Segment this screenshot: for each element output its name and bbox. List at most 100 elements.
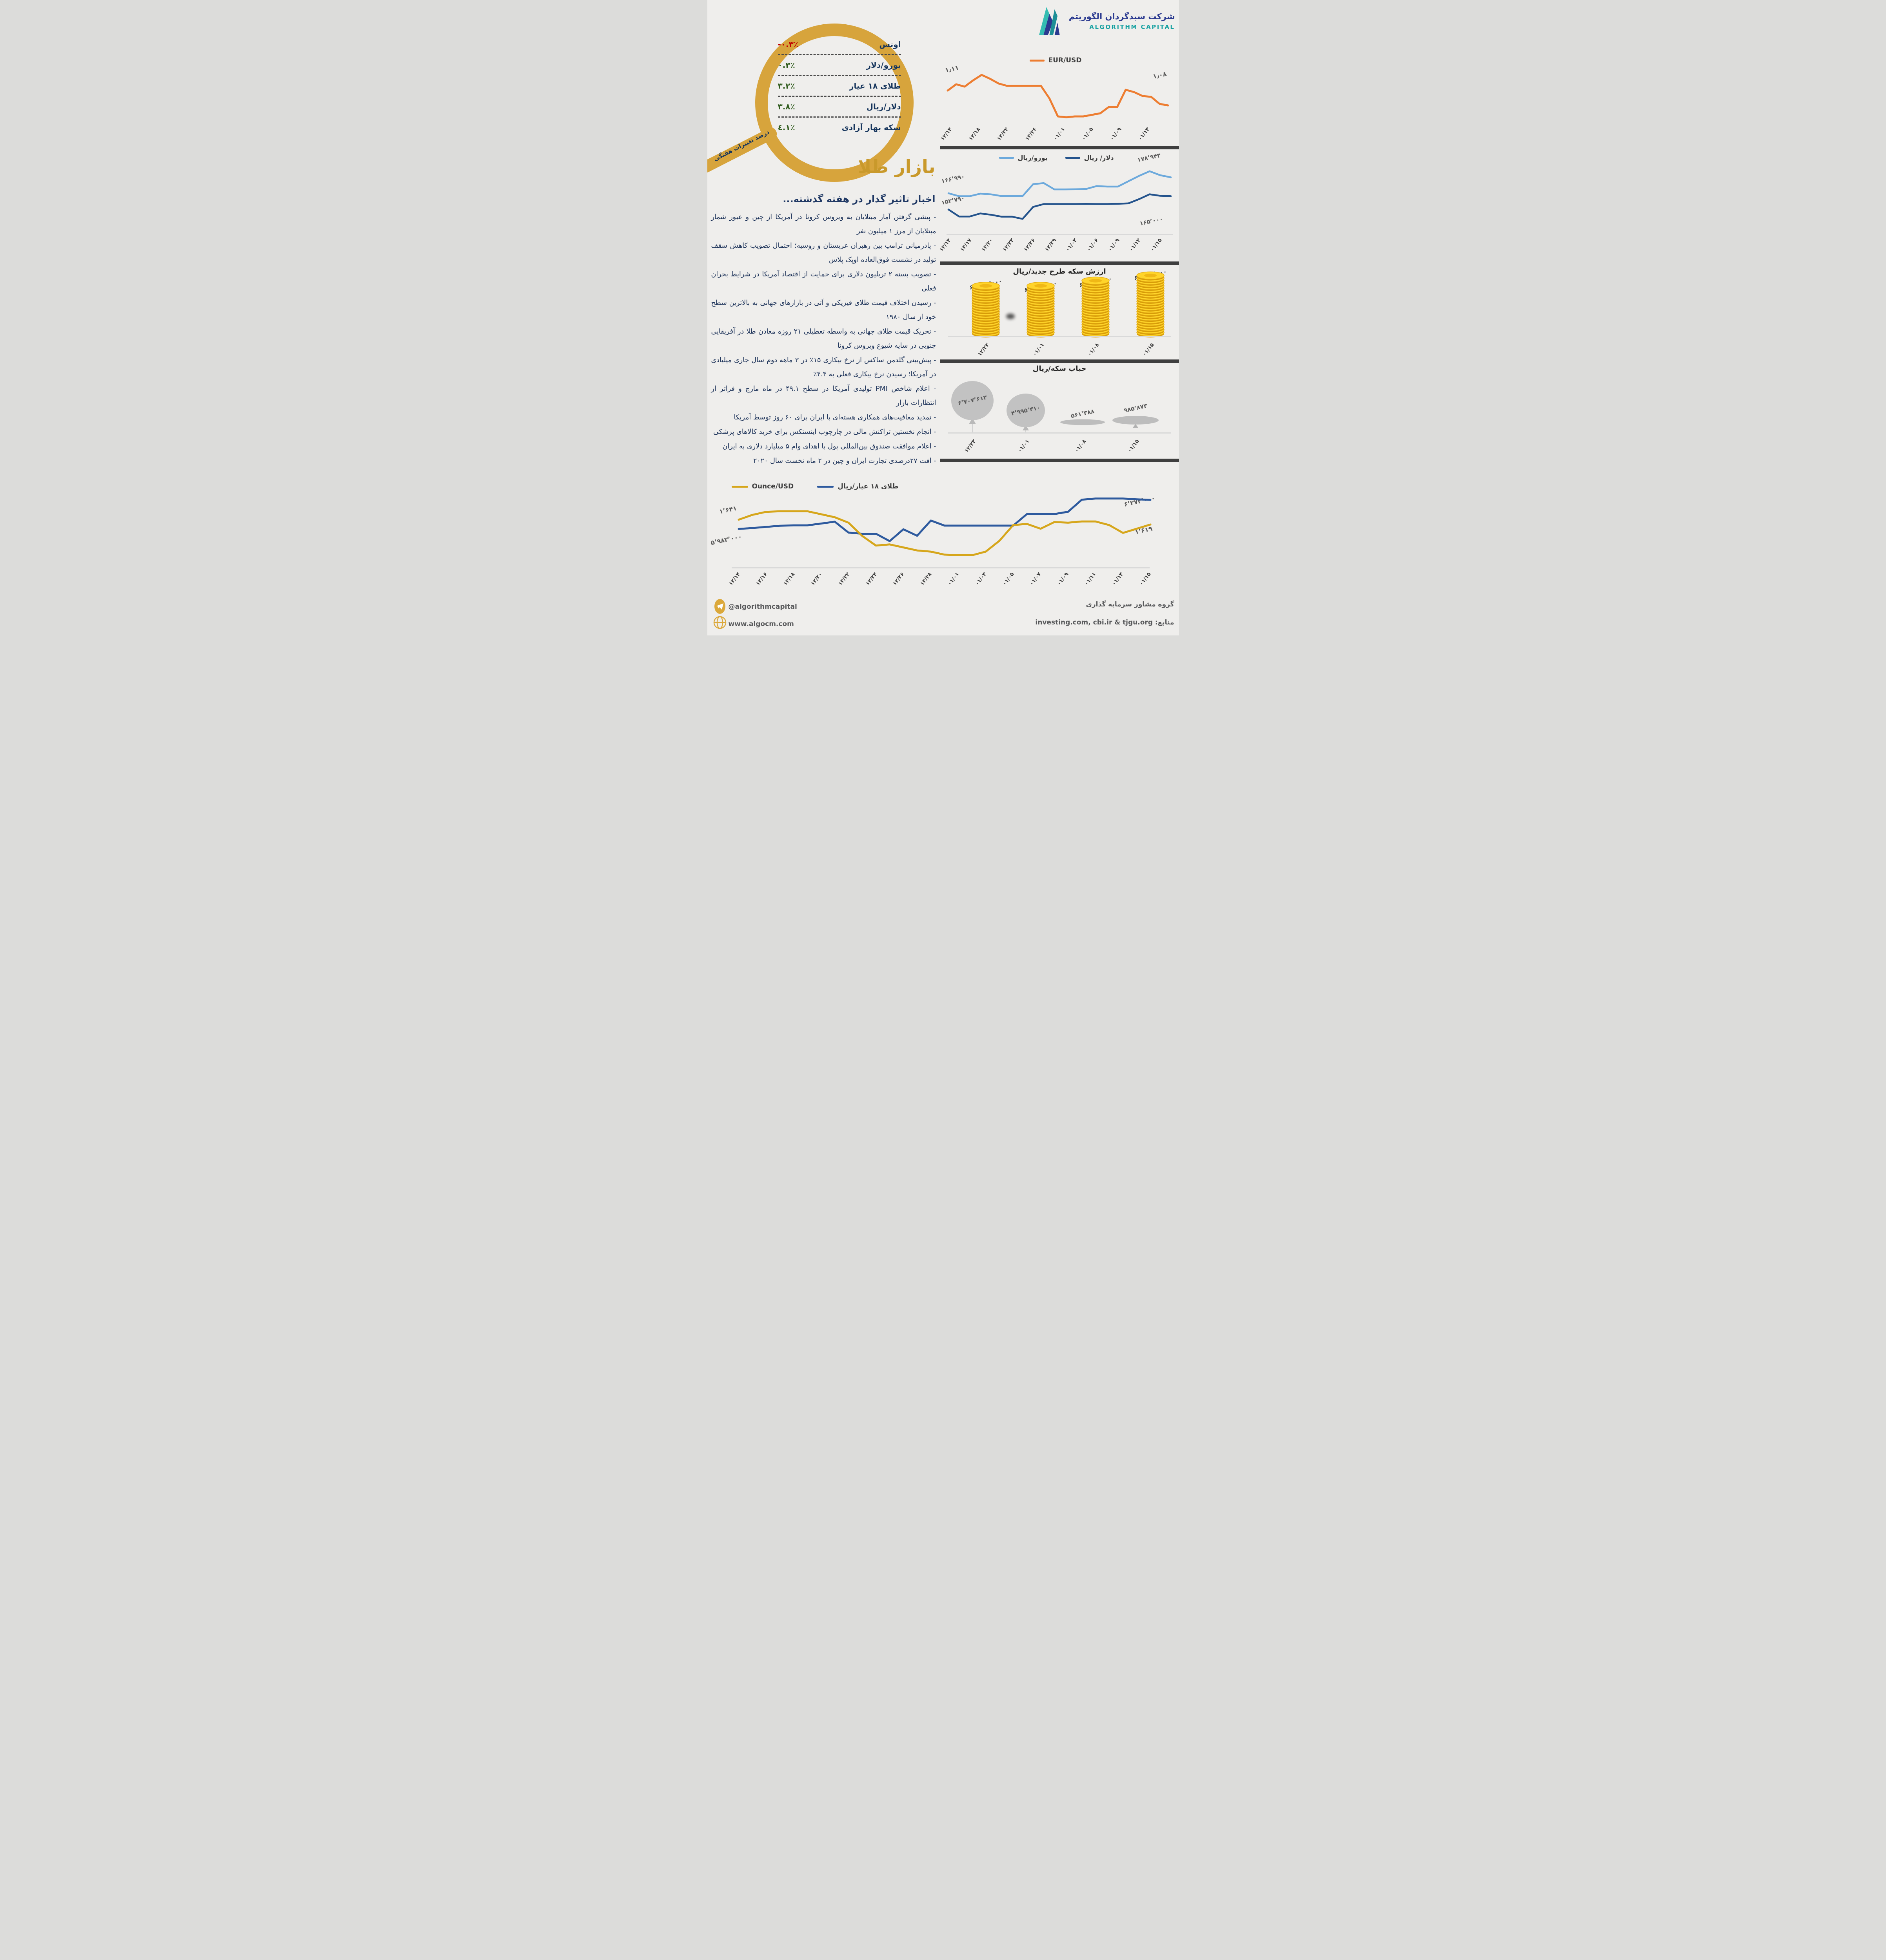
legend-swatch-darkblue bbox=[1065, 157, 1080, 159]
bubble-chart-xaxis: ۱۲/۲۳ ۰۱/۰۱ ۰۱/۰۸ ۰۱/۱۵ bbox=[940, 363, 1179, 459]
news-item: - پیشی گرفتن آمار مبتلایان به ویروس کرون… bbox=[711, 213, 936, 235]
section-divider bbox=[940, 146, 1179, 149]
news-item: - اعلام شاخص PMI تولیدی آمریکا در سطح ۴۹… bbox=[711, 385, 936, 407]
row-label: سکه بهار آزادی bbox=[841, 123, 901, 132]
x-axis-label: ۱۲/۲۳ bbox=[976, 342, 991, 358]
x-axis-label: ۰۱/۰۱ bbox=[1031, 342, 1046, 358]
row-value: ۳.۲٪ bbox=[778, 81, 795, 91]
table-row: یورو/دلار ۰.۳٪ bbox=[778, 55, 901, 75]
x-axis-label: ۱۲/۱۶ bbox=[754, 571, 769, 587]
x-axis-label: ۱۲/۲۳ bbox=[1001, 237, 1016, 253]
coin-stack bbox=[1136, 271, 1165, 338]
row-label: دلار/ریال bbox=[866, 102, 901, 111]
row-value: ٤.۱٪ bbox=[778, 123, 795, 132]
rial-fx-legend: دلار/ ریال یورو/ریال bbox=[999, 154, 1114, 162]
x-axis-label: ۰۱/۰۸ bbox=[1073, 438, 1088, 454]
legend-swatch-orange bbox=[1029, 59, 1045, 62]
section-divider bbox=[940, 261, 1179, 265]
x-axis-line bbox=[946, 234, 1173, 235]
news-item: - انجام نخستین تراکنش مالی در چارچوب این… bbox=[713, 428, 936, 436]
coin-stack bbox=[971, 282, 1000, 338]
website-url[interactable]: www.algocm.com bbox=[728, 620, 794, 628]
x-axis-line bbox=[731, 567, 1150, 568]
x-axis-label: ۱۲/۲۶ bbox=[1022, 237, 1037, 253]
x-axis-label: ۰۱/۰۹ bbox=[1108, 126, 1123, 142]
x-axis-label: ۰۱/۰۵ bbox=[1080, 126, 1095, 142]
footer-sources: منابع: investing.com, cbi.ir & tjgu.org bbox=[1035, 619, 1174, 626]
news-item: - تصویب بسته ۲ تریلیون دلاری برای حمایت … bbox=[711, 270, 936, 292]
coin-value-chart: ارزش سکه طرح جدید/ریال ۶۰٬۰۱۰٬۰۰۰ ۶۰٬۲۸۰… bbox=[940, 265, 1179, 359]
table-row: طلای ۱۸ عیار ۳.۲٪ bbox=[778, 76, 901, 96]
series-Ounce/USD bbox=[738, 510, 1151, 556]
x-axis-label: ۱۲/۱۷ bbox=[959, 237, 973, 253]
eur-usd-legend: EUR/USD bbox=[1029, 56, 1082, 64]
legend-label: یورو/ریال bbox=[1017, 154, 1048, 162]
coin-stack bbox=[1026, 282, 1055, 338]
coin-stack bbox=[1081, 276, 1110, 338]
news-item: - اعلام موافقت صندوق بین‌المللی پول با ا… bbox=[722, 443, 936, 450]
row-label: طلای ۱۸ عیار bbox=[849, 81, 901, 91]
x-axis-label: ۱۲/۲۳ bbox=[963, 438, 978, 454]
x-axis-label: ۱۲/۱۴ bbox=[727, 571, 742, 587]
globe-icon bbox=[713, 615, 727, 631]
x-axis-label: ۱۲/۲۹ bbox=[1043, 237, 1058, 253]
row-label: یورو/دلار bbox=[866, 60, 901, 70]
dashed-divider bbox=[778, 96, 901, 97]
row-value: ۰.۳٪ bbox=[778, 60, 795, 70]
x-axis-label: ۰۱/۱۵ bbox=[1138, 571, 1152, 587]
series-EUR/USD bbox=[947, 74, 1169, 118]
series-یورو/ریال bbox=[947, 170, 1172, 197]
x-axis-label: ۱۲/۱۴ bbox=[938, 237, 952, 253]
row-value: -۰.۳٪ bbox=[778, 40, 799, 49]
dashed-divider bbox=[778, 116, 901, 118]
x-axis-label: ۱۲/۲۲ bbox=[837, 571, 851, 587]
chart-title: حباب سکه/ریال bbox=[1032, 365, 1087, 373]
x-axis-label: ۰۱/۰۸ bbox=[1086, 342, 1101, 358]
legend-entry-gold18: طلای ۱۸ عیار/ریال bbox=[817, 483, 898, 490]
news-heading: اخبار تاثیر گذار در هفته گذشته... bbox=[783, 194, 936, 205]
x-axis-label: ۱۲/۲۰ bbox=[809, 571, 824, 587]
x-axis-label: ۰۱/۱۱ bbox=[1083, 571, 1097, 587]
x-axis-label: ۱۲/۱۸ bbox=[967, 126, 982, 142]
series-طلای ۱۸ عیار/ریال bbox=[738, 497, 1151, 542]
x-axis-label: ۰۱/۱۵ bbox=[1126, 438, 1141, 454]
x-axis-label: ۰۱/۰۱ bbox=[1016, 438, 1031, 454]
legend-swatch-lightblue bbox=[999, 157, 1014, 159]
row-label: اونس bbox=[879, 40, 901, 49]
infographic-page: درصد تغییرات هفتگی اونس -۰.۳٪ یورو/دلار … bbox=[707, 0, 1179, 635]
table-row: دلار/ریال ۳.۸٪ bbox=[778, 97, 901, 116]
gold-price-plot bbox=[738, 497, 1151, 556]
x-axis-label: ۰۱/۰۳ bbox=[1064, 237, 1079, 253]
brand-header: شرکت سبدگردان الگوریتم ALGORITHM CAPITAL bbox=[1038, 5, 1175, 37]
eur-usd-plot bbox=[947, 74, 1169, 118]
x-axis-label: ۱۲/۲۲ bbox=[996, 126, 1010, 142]
x-axis-line bbox=[948, 336, 1171, 337]
x-axis-label: ۰۱/۱۵ bbox=[1149, 237, 1163, 253]
news-item: - رسیدن اختلاف قیمت طلای فیزیکی و آتی در… bbox=[711, 299, 936, 321]
legend-label: Ounce/USD bbox=[752, 483, 794, 490]
x-axis-label: ۰۱/۱۳ bbox=[1137, 126, 1151, 142]
x-axis-label: ۰۱/۰۱ bbox=[946, 571, 961, 587]
x-axis-label: ۱۲/۱۴ bbox=[939, 126, 954, 142]
table-row: اونس -۰.۳٪ bbox=[778, 34, 901, 54]
coin-stacks bbox=[971, 271, 1165, 338]
footer-group-name: گروه مشاور سرمایه گذاری bbox=[1086, 601, 1174, 608]
news-item: - پیش‌بینی گلدمن ساکس از نرخ بیکاری ۱۵٪ … bbox=[711, 356, 936, 378]
coin-chart-xaxis: ۱۲/۲۳ ۰۱/۰۱ ۰۱/۰۸ ۰۱/۱۵ bbox=[940, 265, 1179, 359]
news-item: - پادرمیانی ترامپ بین رهبران عربستان و ر… bbox=[711, 242, 936, 264]
gold-price-chart: طلای ۱۸ عیار/ریال Ounce/USD ۱٬۶۴۱ ۵٬۹۸۲٬… bbox=[707, 480, 1179, 594]
x-axis-label: ۰۱/۱۳ bbox=[1110, 571, 1125, 587]
x-axis-label: ۰۱/۰۹ bbox=[1107, 237, 1121, 253]
x-axis-label: ۱۲/۲۸ bbox=[919, 571, 933, 587]
legend-label: EUR/USD bbox=[1048, 56, 1082, 64]
x-axis-label: ۰۱/۱۲ bbox=[1128, 237, 1142, 253]
telegram-handle[interactable]: @algorithmcapital bbox=[728, 603, 797, 611]
rial-fx-xaxis: ۱۲/۱۴ ۱۲/۱۷ ۱۲/۲۰ ۱۲/۲۳ ۱۲/۲۶ ۱۲/۲۹ ۰۱/۰۳ ۰۱/۰۶… bbox=[938, 151, 1179, 261]
row-value: ۳.۸٪ bbox=[778, 102, 795, 111]
news-item: - افت ۲۷درصدی تجارت ایران و چین در ۲ ماه… bbox=[753, 457, 936, 465]
x-axis-label: ۰۱/۰۹ bbox=[1056, 571, 1070, 587]
legend-label: طلای ۱۸ عیار/ریال bbox=[838, 483, 899, 490]
section-divider bbox=[940, 459, 1179, 462]
eur-usd-chart: EUR/USD ۱٫۱۱ ۱٫۰۸ ۱۲/۱۴ ۱۲/۱۸ ۱۲/۲۲ ۱۲/۲۶ ۰۱… bbox=[939, 55, 1179, 146]
section-divider bbox=[940, 359, 1179, 363]
